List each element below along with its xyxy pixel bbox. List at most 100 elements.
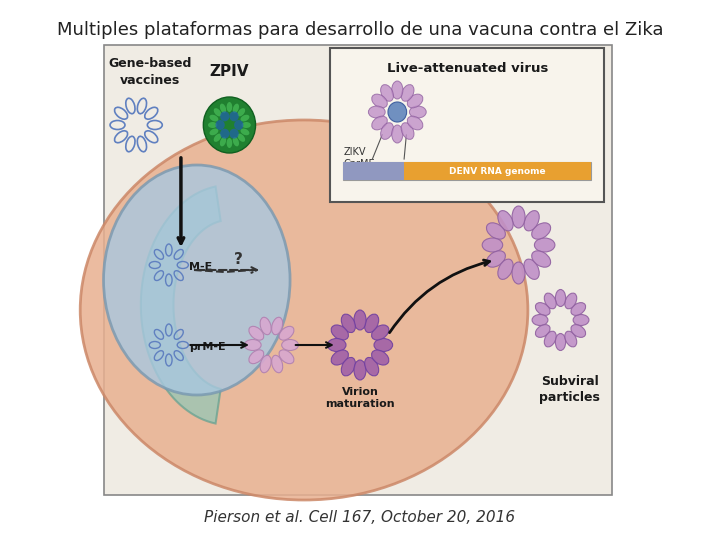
Ellipse shape <box>392 125 403 143</box>
Ellipse shape <box>372 94 387 108</box>
Circle shape <box>230 129 239 139</box>
Ellipse shape <box>498 259 513 279</box>
Ellipse shape <box>536 325 550 338</box>
Text: Live-attenuated virus: Live-attenuated virus <box>387 62 548 75</box>
Circle shape <box>203 97 256 153</box>
PathPatch shape <box>141 186 220 423</box>
Ellipse shape <box>487 223 505 239</box>
Ellipse shape <box>571 302 585 315</box>
Ellipse shape <box>524 211 539 231</box>
Ellipse shape <box>241 122 251 128</box>
Ellipse shape <box>401 123 414 139</box>
Ellipse shape <box>364 357 379 376</box>
Ellipse shape <box>372 116 387 130</box>
Ellipse shape <box>233 104 239 113</box>
Circle shape <box>388 102 407 122</box>
Ellipse shape <box>482 238 503 252</box>
Ellipse shape <box>220 104 226 113</box>
Ellipse shape <box>244 340 261 350</box>
Ellipse shape <box>381 123 393 139</box>
Ellipse shape <box>364 314 379 333</box>
Ellipse shape <box>534 238 555 252</box>
Ellipse shape <box>249 350 264 363</box>
Ellipse shape <box>238 133 245 142</box>
Ellipse shape <box>374 339 392 352</box>
Circle shape <box>230 111 239 122</box>
Ellipse shape <box>227 102 233 112</box>
Ellipse shape <box>408 116 423 130</box>
FancyBboxPatch shape <box>330 48 604 202</box>
Ellipse shape <box>331 325 348 340</box>
Ellipse shape <box>544 331 557 347</box>
Bar <box>343 162 404 180</box>
Ellipse shape <box>392 81 403 99</box>
Text: prM-E: prM-E <box>189 342 226 352</box>
Ellipse shape <box>240 129 249 135</box>
Ellipse shape <box>512 262 525 284</box>
Ellipse shape <box>271 355 283 373</box>
Ellipse shape <box>210 114 218 122</box>
Ellipse shape <box>341 357 356 376</box>
Ellipse shape <box>536 302 550 315</box>
Text: Virion
maturation: Virion maturation <box>325 387 395 409</box>
Ellipse shape <box>260 318 271 335</box>
Ellipse shape <box>401 85 414 102</box>
Ellipse shape <box>354 360 366 380</box>
Text: CprME: CprME <box>343 159 375 169</box>
Ellipse shape <box>555 289 566 307</box>
Ellipse shape <box>487 251 505 267</box>
Ellipse shape <box>498 211 513 231</box>
Text: DENV RNA genome: DENV RNA genome <box>449 166 546 176</box>
Ellipse shape <box>240 114 249 122</box>
Bar <box>104 45 612 495</box>
Ellipse shape <box>233 137 239 146</box>
Ellipse shape <box>341 314 356 333</box>
Ellipse shape <box>381 85 393 102</box>
Circle shape <box>220 111 230 122</box>
Bar <box>404 162 591 180</box>
Circle shape <box>220 129 230 139</box>
Circle shape <box>234 120 243 130</box>
Text: ?: ? <box>234 253 243 267</box>
Ellipse shape <box>214 108 222 117</box>
Text: ZIKV: ZIKV <box>343 147 366 157</box>
Ellipse shape <box>372 325 389 340</box>
Ellipse shape <box>531 251 551 267</box>
Ellipse shape <box>227 138 233 148</box>
Ellipse shape <box>372 350 389 365</box>
Ellipse shape <box>410 106 426 118</box>
Ellipse shape <box>271 318 283 335</box>
Ellipse shape <box>524 259 539 279</box>
Ellipse shape <box>512 206 525 228</box>
Ellipse shape <box>564 331 577 347</box>
Ellipse shape <box>210 129 218 135</box>
Ellipse shape <box>80 120 528 500</box>
Text: Subviral
particles: Subviral particles <box>539 375 600 404</box>
Ellipse shape <box>354 310 366 330</box>
Ellipse shape <box>328 339 346 352</box>
Ellipse shape <box>279 350 294 363</box>
Ellipse shape <box>260 355 271 373</box>
Ellipse shape <box>408 94 423 108</box>
Ellipse shape <box>331 350 348 365</box>
Ellipse shape <box>208 122 217 128</box>
Text: M-E: M-E <box>189 262 212 272</box>
Ellipse shape <box>369 106 385 118</box>
Ellipse shape <box>249 326 264 340</box>
Ellipse shape <box>238 108 245 117</box>
Text: ZPIV: ZPIV <box>210 64 249 79</box>
Ellipse shape <box>279 326 294 340</box>
Ellipse shape <box>104 165 290 395</box>
Ellipse shape <box>214 133 222 142</box>
Text: Multiples plataformas para desarrollo de una vacuna contra el Zika: Multiples plataformas para desarrollo de… <box>57 21 663 39</box>
Ellipse shape <box>571 325 585 338</box>
Bar <box>343 162 591 180</box>
Ellipse shape <box>282 340 299 350</box>
Ellipse shape <box>220 137 226 146</box>
Ellipse shape <box>564 293 577 309</box>
Ellipse shape <box>573 314 589 326</box>
Ellipse shape <box>555 334 566 350</box>
Text: Gene-based
vaccines: Gene-based vaccines <box>109 57 192 87</box>
Ellipse shape <box>532 314 548 326</box>
Circle shape <box>215 120 225 130</box>
